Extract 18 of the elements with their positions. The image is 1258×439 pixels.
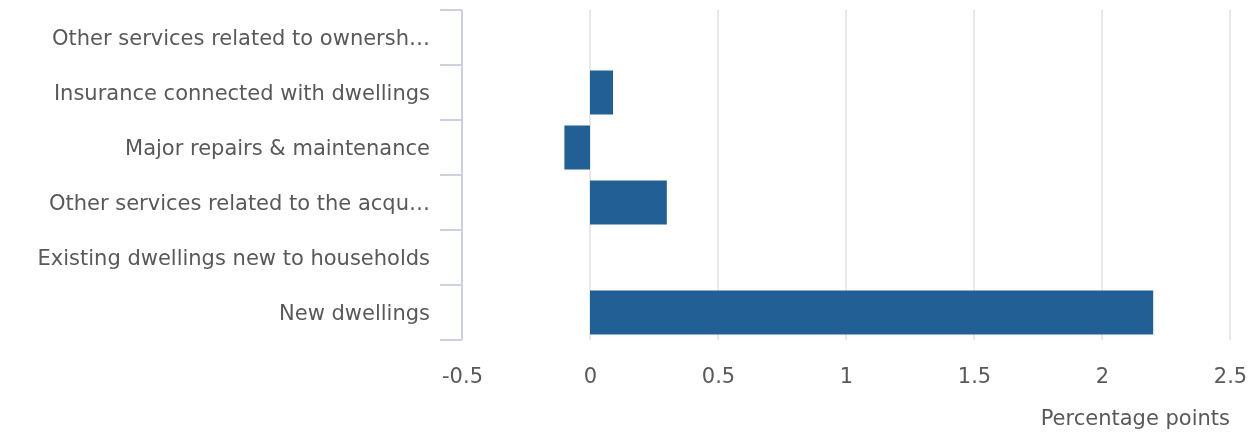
y-tick-label: Other services related to the acqu… bbox=[48, 190, 430, 215]
y-tick-label: Other services related to ownersh… bbox=[52, 25, 430, 50]
x-tick-label: 1.5 bbox=[957, 363, 992, 388]
x-tick-label: 2.5 bbox=[1213, 363, 1248, 388]
y-tick-label: Insurance connected with dwellings bbox=[53, 80, 430, 105]
x-tick-label: 0.5 bbox=[701, 363, 736, 388]
x-tick-label: 0 bbox=[583, 363, 598, 388]
x-tick-label: 2 bbox=[1095, 363, 1110, 388]
y-tick-label: New dwellings bbox=[279, 300, 430, 325]
bar bbox=[590, 290, 1154, 335]
x-tick-label: 1 bbox=[839, 363, 854, 388]
y-tick-label: Major repairs & maintenance bbox=[125, 135, 430, 160]
bar bbox=[590, 70, 614, 115]
bar bbox=[564, 125, 590, 170]
x-tick-label: -0.5 bbox=[442, 363, 483, 388]
y-tick-label: Existing dwellings new to households bbox=[37, 245, 430, 270]
x-axis-title: Percentage points bbox=[1040, 406, 1230, 430]
bar bbox=[590, 180, 667, 225]
